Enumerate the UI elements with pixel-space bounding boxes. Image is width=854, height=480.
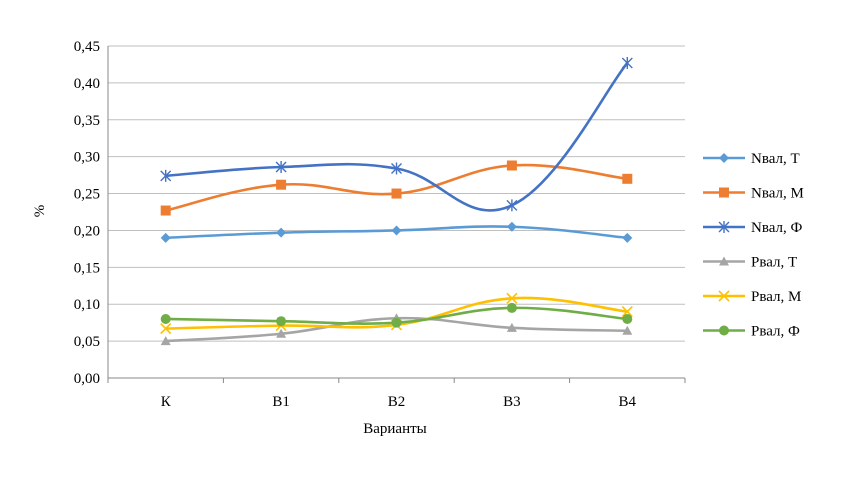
data-point — [621, 56, 633, 69]
data-point — [719, 187, 729, 198]
data-point — [506, 302, 517, 313]
y-axis-title: % — [32, 205, 48, 218]
data-point — [622, 232, 633, 243]
data-point — [276, 328, 287, 338]
data-point — [276, 179, 287, 190]
marker-stroke — [160, 323, 172, 335]
data-point — [506, 322, 517, 332]
legend-item: Nвал, Т — [703, 151, 800, 167]
y-tick-label: 0,15 — [74, 260, 100, 276]
data-point — [506, 199, 518, 212]
data-point — [276, 316, 287, 327]
y-tick-label: 0,40 — [74, 76, 100, 92]
legend-item: Nвал, М — [703, 186, 804, 202]
data-point — [391, 188, 402, 199]
x-tick-label: В1 — [272, 394, 290, 410]
data-point — [160, 232, 171, 243]
data-point — [719, 256, 729, 266]
series-Nвал, Т — [160, 221, 633, 243]
series-Nвал, М — [160, 160, 633, 216]
data-point — [160, 205, 171, 216]
y-tick-label: 0,20 — [74, 223, 100, 239]
data-point — [719, 325, 729, 336]
x-tick-label: В2 — [388, 394, 406, 410]
y-tick-label: 0,30 — [74, 150, 100, 166]
data-point — [275, 160, 287, 173]
data-point — [622, 325, 633, 335]
data-point — [506, 160, 517, 171]
legend-label: Рвал, Т — [751, 255, 797, 271]
legend: Nвал, Т Nвал, М Nвал, Ф Рвал, Т Рвал, М Рвал,… — [703, 151, 804, 340]
legend-label: Nвал, Т — [751, 151, 800, 167]
marker-stroke — [506, 292, 518, 304]
marker-stroke — [621, 306, 633, 318]
x-tick-label: В3 — [503, 394, 521, 410]
axes — [107, 46, 686, 383]
y-tick-label: 0,05 — [74, 334, 100, 350]
x-tick-labels: К В1 В2 В3 В4 — [161, 394, 637, 410]
data-point — [160, 323, 172, 335]
y-tick-label: 0,35 — [74, 113, 100, 129]
marker-stroke — [718, 290, 730, 302]
data-point — [718, 221, 730, 233]
series-Рвал, Ф — [160, 302, 633, 328]
data-point — [160, 336, 171, 346]
data-point — [391, 317, 402, 328]
legend-label: Рвал, М — [751, 289, 801, 305]
series-Nвал, Ф — [160, 56, 633, 212]
data-point — [718, 290, 730, 302]
data-point — [391, 162, 402, 175]
legend-label: Nвал, Ф — [751, 220, 802, 236]
y-tick-label: 0,00 — [74, 371, 100, 387]
data-point — [621, 306, 633, 318]
data-point — [276, 227, 287, 238]
y-tick-label: 0,45 — [74, 39, 100, 55]
x-axis-title: Варианты — [363, 421, 427, 437]
x-tick-label: В4 — [619, 394, 637, 410]
data-point — [160, 313, 171, 324]
y-tick-labels: 0,00 0,05 0,10 0,15 0,20 0,25 0,30 0,35 0,40 0,45 — [74, 39, 100, 387]
data-point — [391, 225, 402, 236]
y-tick-label: 0,25 — [74, 187, 100, 203]
legend-label: Nвал, М — [751, 186, 804, 202]
data-point — [719, 153, 729, 163]
data-point — [506, 292, 518, 304]
series-line — [165, 62, 629, 212]
legend-item: Рвал, Ф — [703, 324, 800, 340]
data-point — [160, 169, 172, 182]
y-tick-label: 0,10 — [74, 297, 100, 313]
legend-item: Рвал, М — [703, 289, 801, 305]
x-tick-label: К — [161, 394, 172, 410]
legend-item: Рвал, Т — [703, 255, 797, 271]
data-point — [506, 221, 517, 232]
series-lines — [160, 56, 633, 346]
legend-item: Nвал, Ф — [703, 220, 802, 236]
data-point — [622, 173, 633, 184]
data-point — [622, 313, 633, 324]
legend-label: Рвал, Ф — [751, 324, 800, 340]
